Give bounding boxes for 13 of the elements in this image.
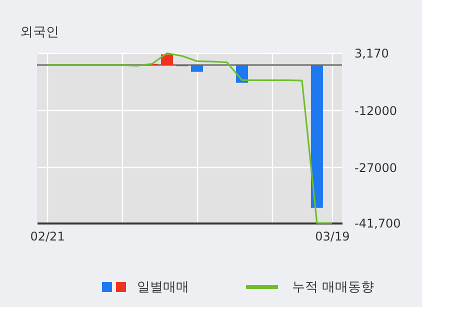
bar [310, 65, 323, 208]
y-tick-label: -41,700 [354, 216, 401, 230]
y-tick-label: -12000 [354, 104, 398, 118]
line-series [46, 52, 333, 224]
x-tick-label: 03/19 [315, 230, 350, 244]
bar [191, 65, 203, 72]
x-tick-label: 02/21 [30, 230, 65, 244]
bar [161, 54, 174, 66]
legend-label: 누적 매매동향 [292, 280, 374, 295]
legend-label: 일별매매 [137, 280, 189, 295]
chart-title: 외국인 [20, 25, 59, 40]
y-tick-label: -27000 [354, 160, 398, 175]
y-tick-label: 3,170 [354, 46, 389, 60]
